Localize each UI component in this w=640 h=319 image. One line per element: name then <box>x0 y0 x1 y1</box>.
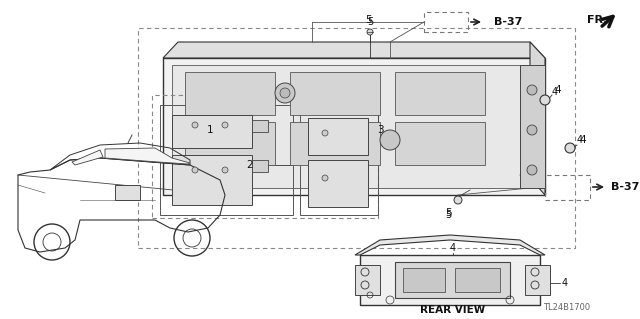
Text: 5: 5 <box>365 15 371 25</box>
Polygon shape <box>163 42 545 58</box>
Polygon shape <box>172 155 252 205</box>
Circle shape <box>527 165 537 175</box>
Polygon shape <box>105 148 190 164</box>
Circle shape <box>380 130 400 150</box>
Polygon shape <box>360 255 540 305</box>
Polygon shape <box>172 115 252 148</box>
Text: 4: 4 <box>450 243 456 253</box>
Polygon shape <box>185 122 275 165</box>
Bar <box>545 175 590 200</box>
Polygon shape <box>308 160 368 207</box>
Bar <box>152 95 378 218</box>
Circle shape <box>280 88 290 98</box>
Polygon shape <box>72 150 103 165</box>
Text: 4: 4 <box>580 135 586 145</box>
Bar <box>172 65 520 188</box>
Text: 5: 5 <box>445 210 451 220</box>
Circle shape <box>565 143 575 153</box>
Circle shape <box>192 167 198 173</box>
Polygon shape <box>290 122 380 165</box>
Bar <box>355 265 380 295</box>
Circle shape <box>222 167 228 173</box>
Polygon shape <box>290 72 380 115</box>
Text: 5: 5 <box>445 208 451 218</box>
Bar <box>395 262 510 298</box>
Circle shape <box>222 122 228 128</box>
Circle shape <box>275 83 295 103</box>
Circle shape <box>322 175 328 181</box>
Polygon shape <box>115 185 140 200</box>
Text: 4: 4 <box>552 87 558 97</box>
Text: TL24B1700: TL24B1700 <box>543 303 590 313</box>
Bar <box>138 28 575 248</box>
Text: 1: 1 <box>207 125 213 135</box>
Circle shape <box>322 130 328 136</box>
Text: 4: 4 <box>555 85 561 95</box>
Text: 3: 3 <box>377 125 383 135</box>
Bar <box>455 268 500 292</box>
Text: B-37: B-37 <box>494 17 522 27</box>
Text: B-37: B-37 <box>611 182 639 192</box>
Bar <box>525 265 550 295</box>
Polygon shape <box>355 235 545 255</box>
Circle shape <box>192 122 198 128</box>
Polygon shape <box>308 118 368 155</box>
Polygon shape <box>395 122 485 165</box>
Text: 4: 4 <box>577 135 583 145</box>
Bar <box>160 105 293 215</box>
Circle shape <box>540 95 550 105</box>
Circle shape <box>367 29 373 35</box>
Polygon shape <box>530 42 545 195</box>
Polygon shape <box>252 120 268 132</box>
Text: FR.: FR. <box>587 15 607 25</box>
Polygon shape <box>185 72 275 115</box>
Bar <box>300 110 378 215</box>
Polygon shape <box>395 72 485 115</box>
Polygon shape <box>252 160 268 172</box>
Bar <box>403 268 445 292</box>
Text: REAR VIEW: REAR VIEW <box>420 305 486 315</box>
Text: 5: 5 <box>367 17 373 27</box>
Circle shape <box>527 125 537 135</box>
Text: 4: 4 <box>562 278 568 288</box>
Text: 2: 2 <box>246 160 253 170</box>
Bar <box>424 12 468 32</box>
Polygon shape <box>163 58 545 195</box>
Text: +: + <box>567 145 573 151</box>
Text: +: + <box>542 97 548 103</box>
Circle shape <box>527 85 537 95</box>
Circle shape <box>454 196 462 204</box>
Polygon shape <box>520 65 545 188</box>
